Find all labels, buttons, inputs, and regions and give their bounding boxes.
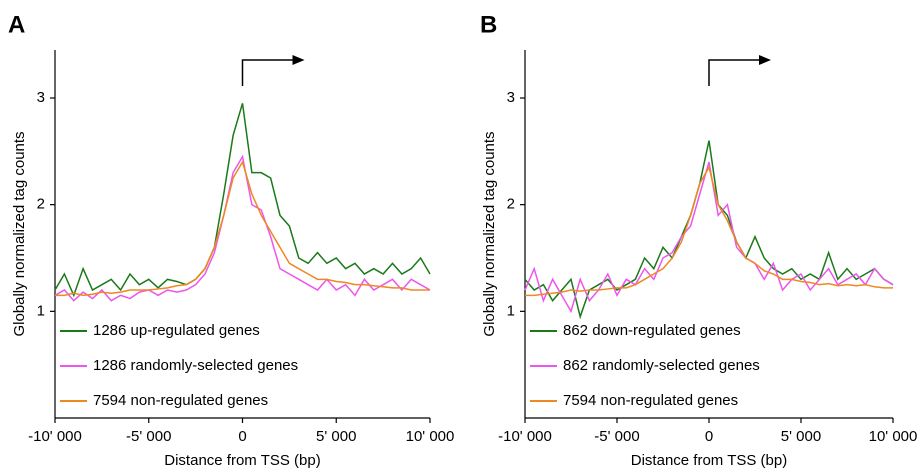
- series-line: [524, 161, 894, 314]
- x-tick-label: 10' 000: [406, 428, 455, 445]
- series-line: [55, 160, 430, 297]
- x-tick-label: -5' 000: [126, 428, 171, 445]
- series-line: [525, 165, 893, 297]
- x-tick-label: 0: [705, 428, 713, 445]
- x-tick-label: -10' 000: [498, 428, 552, 445]
- tss-arrowhead: [759, 55, 771, 65]
- x-tick-label: -5' 000: [594, 428, 639, 445]
- series-line: [524, 140, 894, 320]
- x-axis-label: Distance from TSS (bp): [164, 452, 320, 469]
- panel-label: A: [8, 11, 25, 38]
- x-tick-label: -10' 000: [28, 428, 82, 445]
- legend-label: 862 down-regulated genes: [563, 322, 741, 339]
- y-tick-label: 2: [507, 196, 515, 213]
- y-axis-label: Globally normalized tag counts: [481, 131, 498, 336]
- legend-label: 1286 randomly-selected genes: [93, 357, 298, 374]
- y-axis-label: Globally normalized tag counts: [11, 131, 28, 336]
- tss-arrowhead: [292, 55, 305, 65]
- y-tick-label: 3: [507, 89, 515, 106]
- tss-arrow: [241, 59, 298, 86]
- panel-label: B: [480, 11, 497, 38]
- legend-label: 1286 up-regulated genes: [93, 322, 260, 339]
- y-tick-label: 1: [507, 302, 515, 319]
- x-tick-label: 10' 000: [869, 428, 918, 445]
- x-axis-label: Distance from TSS (bp): [631, 452, 787, 469]
- legend-label: 7594 non-regulated genes: [563, 392, 738, 409]
- x-tick-label: 0: [238, 428, 246, 445]
- series-line: [54, 154, 431, 302]
- x-tick-label: 5' 000: [316, 428, 356, 445]
- y-tick-label: 2: [37, 196, 45, 213]
- y-tick-label: 1: [37, 302, 45, 319]
- legend-label: 862 randomly-selected genes: [563, 357, 760, 374]
- y-tick-label: 3: [37, 89, 45, 106]
- x-tick-label: 5' 000: [781, 428, 821, 445]
- tss-arrow: [708, 59, 764, 86]
- series-line: [54, 103, 431, 298]
- legend-label: 7594 non-regulated genes: [93, 392, 268, 409]
